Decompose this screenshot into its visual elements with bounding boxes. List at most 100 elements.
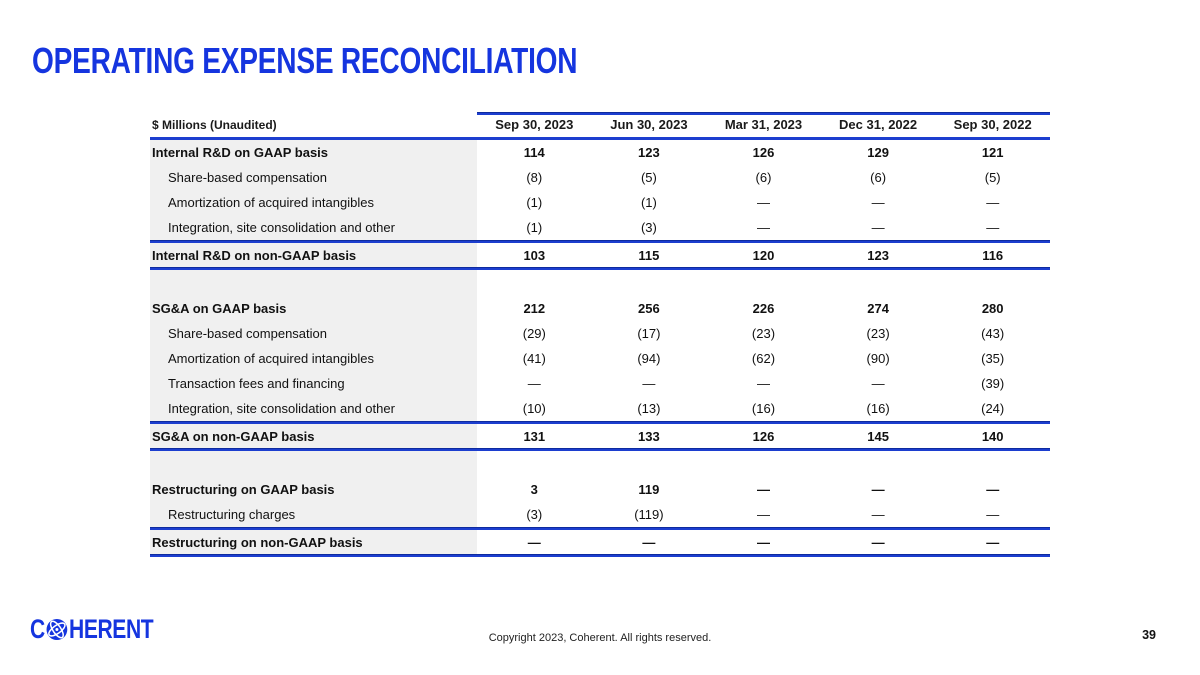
- table-row: Integration, site consolidation and othe…: [150, 396, 1050, 421]
- row-value: (5): [640, 170, 657, 185]
- row-value: (5): [984, 170, 1001, 185]
- row-value: (3): [640, 220, 657, 235]
- row-value: (1): [526, 195, 543, 210]
- row-value: 226: [752, 301, 775, 316]
- row-value: (23): [751, 326, 776, 341]
- row-value: —: [871, 376, 885, 391]
- table-row: Share-based compensation (29) (17) (23) (23)…: [150, 321, 1050, 346]
- row-value: —: [756, 220, 770, 235]
- row-value: 115: [638, 247, 660, 263]
- row-value: 119: [638, 482, 660, 497]
- row-value: —: [986, 507, 1000, 522]
- section-rule: [150, 267, 1050, 270]
- column-header: Sep 30, 2022: [953, 117, 1032, 132]
- table-row: Restructuring on GAAP basis 3 119 — — —: [150, 477, 1050, 502]
- logo-text-c: C: [30, 614, 45, 644]
- column-header: Dec 31, 2022: [839, 117, 918, 132]
- section-rule: [150, 554, 1050, 557]
- row-value: (24): [981, 401, 1005, 416]
- spacer-label-bg: [150, 270, 477, 296]
- row-value: —: [871, 195, 885, 210]
- row-value: —: [871, 534, 885, 550]
- row-value: —: [527, 376, 541, 391]
- row-value: —: [527, 534, 541, 550]
- page-title: OPERATING EXPENSE RECONCILIATION: [32, 40, 578, 81]
- row-value: 116: [982, 247, 1004, 263]
- table-row: Share-based compensation (8) (5) (6) (6) (5): [150, 165, 1050, 190]
- row-value: —: [986, 482, 1000, 497]
- copyright-text: Copyright 2023, Coherent. All rights res…: [488, 632, 712, 644]
- table-row: Amortization of acquired intangibles (41)…: [150, 346, 1050, 371]
- row-value: (35): [981, 351, 1005, 366]
- table-row: Integration, site consolidation and othe…: [150, 215, 1050, 240]
- row-value: (119): [634, 507, 664, 522]
- row-value: (1): [526, 220, 543, 235]
- row-label: Internal R&D on GAAP basis: [150, 140, 477, 165]
- coherent-logo: C HERENT: [30, 614, 154, 644]
- section-spacer: [150, 270, 1050, 296]
- column-header: Jun 30, 2023: [610, 117, 688, 132]
- row-value: —: [871, 220, 885, 235]
- row-value: (17): [637, 326, 661, 341]
- row-label: Amortization of acquired intangibles: [150, 190, 477, 215]
- table-body: Internal R&D on GAAP basis 114 123 126 129 12…: [150, 140, 1050, 557]
- header-top-rule: [477, 112, 1050, 115]
- row-value: —: [756, 507, 770, 522]
- row-value: (62): [751, 351, 776, 366]
- spacer-label-bg: [150, 451, 477, 477]
- row-label: Integration, site consolidation and othe…: [150, 215, 477, 240]
- table-row: Restructuring charges (3) (119) — — —: [150, 502, 1050, 527]
- row-value: 126: [752, 428, 775, 444]
- row-label: Amortization of acquired intangibles: [150, 346, 477, 371]
- row-value: 280: [981, 301, 1004, 316]
- row-value: (16): [866, 401, 890, 416]
- row-value: —: [756, 376, 770, 391]
- row-value: —: [756, 195, 770, 210]
- row-value: 131: [523, 428, 546, 444]
- row-value: —: [871, 482, 885, 497]
- row-value: 129: [867, 145, 889, 160]
- row-value: (10): [522, 401, 546, 416]
- row-value: —: [986, 195, 1000, 210]
- column-header: Sep 30, 2023: [495, 117, 574, 132]
- row-value: (3): [526, 507, 543, 522]
- row-label: Integration, site consolidation and othe…: [150, 396, 477, 421]
- row-value: 123: [638, 145, 660, 160]
- table-row: Internal R&D on non-GAAP basis 103 115 120 1…: [150, 243, 1050, 267]
- row-label: Transaction fees and financing: [150, 371, 477, 396]
- row-label: SG&A on GAAP basis: [150, 296, 477, 321]
- table-row: Transaction fees and financing — — — — (39): [150, 371, 1050, 396]
- row-value: (13): [637, 401, 661, 416]
- row-value: 274: [867, 301, 889, 316]
- section-rule: [150, 421, 1050, 424]
- row-value: (16): [751, 401, 776, 416]
- column-header: Mar 31, 2023: [724, 117, 803, 132]
- row-value: (39): [981, 376, 1005, 391]
- row-value: (90): [866, 351, 890, 366]
- row-value: —: [756, 534, 770, 550]
- row-value: 3: [530, 482, 538, 497]
- row-label: Share-based compensation: [150, 165, 477, 190]
- logo-text-herent: HERENT: [69, 614, 154, 644]
- row-value: 123: [867, 247, 889, 263]
- row-value: 114: [523, 145, 545, 160]
- row-value: (1): [640, 195, 657, 210]
- row-value: (23): [866, 326, 890, 341]
- table-row: Internal R&D on GAAP basis 114 123 126 129 12…: [150, 140, 1050, 165]
- table-row: Restructuring on non-GAAP basis — — — — —: [150, 530, 1050, 554]
- row-value: (94): [637, 351, 661, 366]
- table-header-row: $ Millions (Unaudited) Sep 30, 2023 Jun 3…: [150, 112, 1050, 140]
- row-value: 103: [523, 247, 546, 263]
- row-value: —: [756, 482, 770, 497]
- row-value: 121: [981, 145, 1004, 160]
- row-value: 126: [752, 145, 775, 160]
- row-value: (41): [522, 351, 546, 366]
- unit-label: $ Millions (Unaudited): [152, 117, 277, 132]
- row-value: —: [642, 376, 656, 391]
- section-spacer: [150, 451, 1050, 477]
- row-value: (6): [755, 170, 772, 185]
- row-value: 133: [638, 428, 660, 444]
- row-label: Restructuring charges: [150, 502, 477, 527]
- page-number: 39: [1142, 628, 1156, 642]
- section-rule: [150, 527, 1050, 530]
